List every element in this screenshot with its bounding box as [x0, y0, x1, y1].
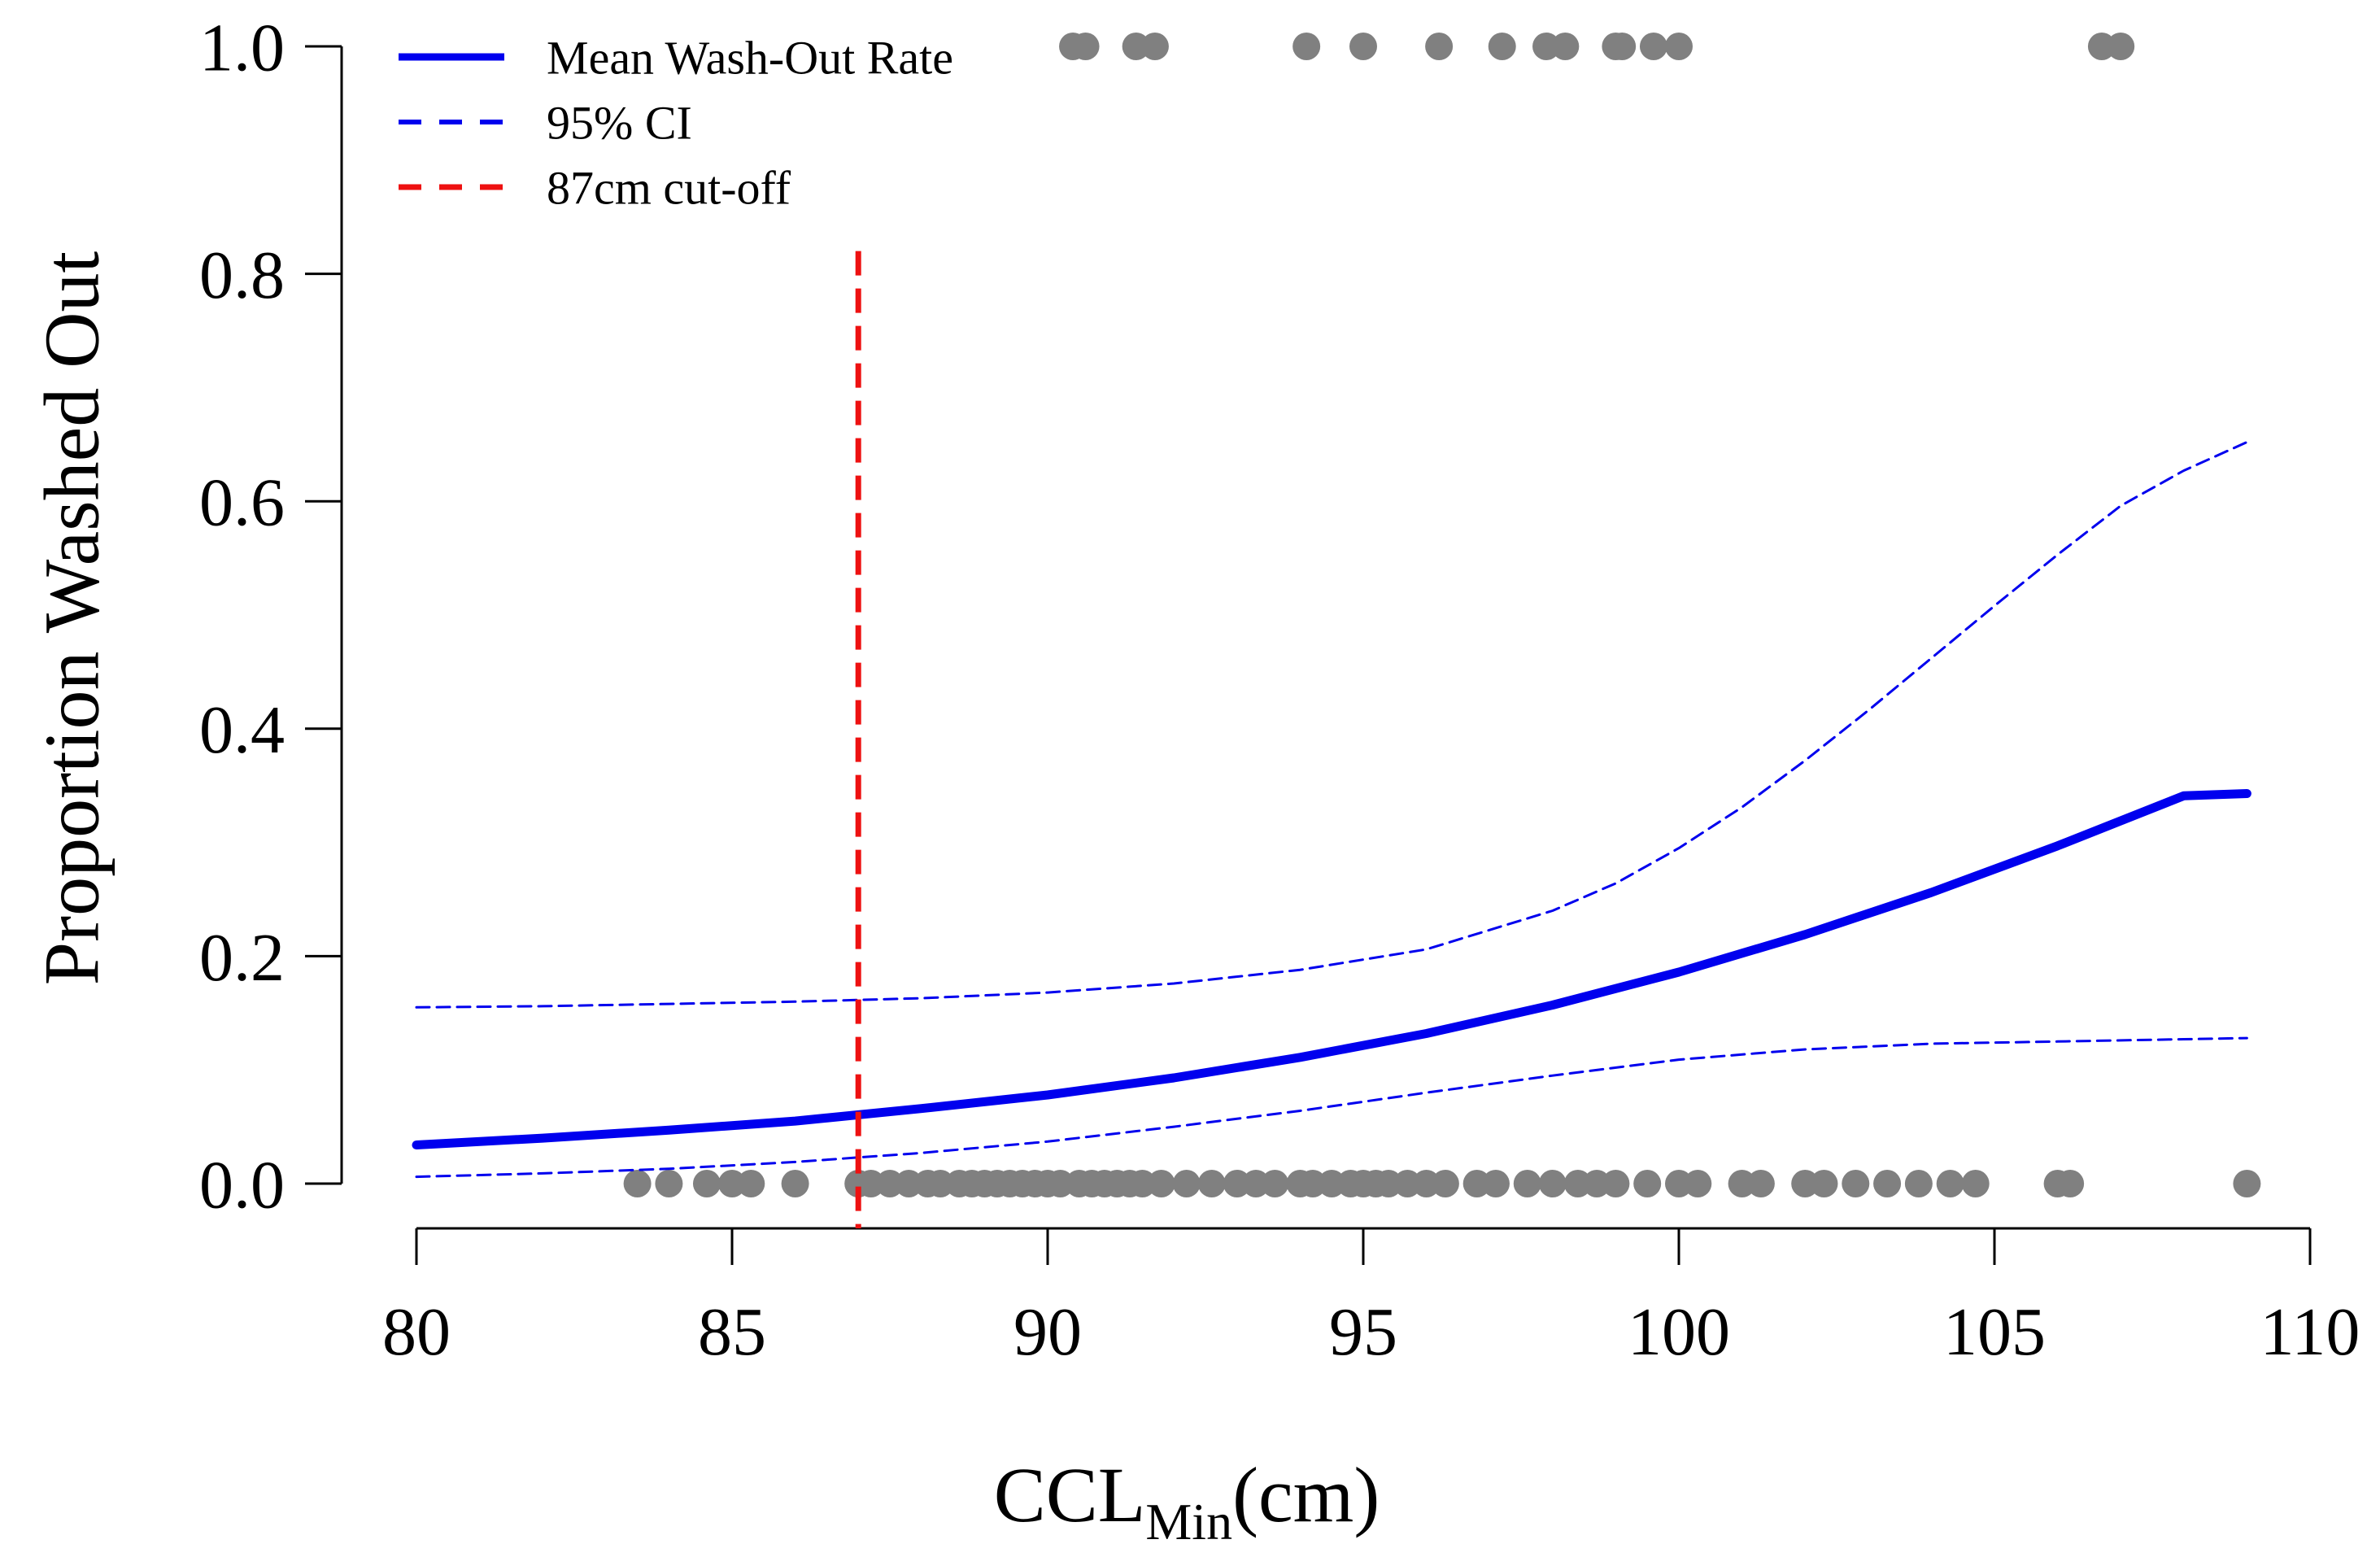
point-washed-out-4 [1292, 33, 1321, 60]
point-retained-39 [1375, 1170, 1403, 1197]
point-retained-49 [1602, 1170, 1630, 1197]
axes: 0.0 0.2 0.4 0.6 0.8 1.0 80 85 90 95 100 105 110 [199, 10, 2360, 1370]
legend-item-ci: 95% CI [399, 96, 692, 149]
point-retained-2 [692, 1170, 721, 1197]
point-retained-60 [1936, 1170, 1964, 1197]
point-retained-48 [1583, 1170, 1611, 1197]
y-tick-label-1: 0.2 [199, 920, 285, 996]
point-retained-41 [1412, 1170, 1441, 1197]
point-retained-31 [1242, 1170, 1271, 1197]
point-retained-0 [623, 1170, 652, 1197]
point-washed-out-5 [1349, 33, 1377, 60]
x-tick-label-2: 90 [1013, 1294, 1082, 1370]
point-retained-32 [1261, 1170, 1289, 1197]
legend: Mean Wash-Out Rate 95% CI 87cm cut-off [399, 31, 953, 214]
point-retained-43 [1462, 1170, 1491, 1197]
y-tick-label-5: 1.0 [199, 10, 285, 85]
legend-label-ci: 95% CI [547, 96, 692, 149]
point-retained-26 [1128, 1170, 1157, 1197]
point-retained-34 [1298, 1170, 1327, 1197]
point-washed-out-13 [1665, 33, 1693, 60]
y-tick-label-0: 0.0 [199, 1147, 285, 1223]
legend-label-cutoff: 87cm cut-off [547, 161, 791, 214]
point-retained-44 [1481, 1170, 1510, 1197]
point-retained-20 [1046, 1170, 1074, 1197]
point-retained-3 [718, 1170, 746, 1197]
point-retained-8 [876, 1170, 904, 1197]
point-retained-54 [1746, 1170, 1775, 1197]
point-retained-29 [1197, 1170, 1226, 1197]
point-retained-56 [1810, 1170, 1838, 1197]
point-retained-51 [1665, 1170, 1693, 1197]
x-axis-title: CCLMin(cm) [994, 1451, 1380, 1550]
point-washed-out-14 [2087, 33, 2116, 60]
x-tick-label-0: 80 [382, 1294, 451, 1370]
point-retained-50 [1633, 1170, 1662, 1197]
point-retained-58 [1873, 1170, 1902, 1197]
x-tick-label-4: 100 [1628, 1294, 1730, 1370]
model-lines [412, 251, 2251, 1228]
legend-label-mean: Mean Wash-Out Rate [547, 31, 953, 84]
point-washed-out-9 [1551, 33, 1580, 60]
y-axis-title: Proportion Washed Out [28, 251, 116, 985]
point-retained-64 [2233, 1170, 2261, 1197]
legend-item-cutoff: 87cm cut-off [399, 161, 791, 214]
point-retained-55 [1791, 1170, 1820, 1197]
point-washed-out-6 [1425, 33, 1454, 60]
x-axis-title-suffix: (cm) [1232, 1451, 1380, 1538]
point-retained-40 [1393, 1170, 1422, 1197]
point-retained-59 [1904, 1170, 1933, 1197]
observation-points [623, 33, 2261, 1197]
ci-upper-line [415, 441, 2248, 1009]
point-retained-27 [1147, 1170, 1175, 1197]
point-retained-53 [1728, 1170, 1756, 1197]
point-washed-out-8 [1532, 33, 1561, 60]
point-retained-45 [1513, 1170, 1541, 1197]
x-ticks: 80 85 90 95 100 105 110 [382, 1228, 2360, 1370]
point-retained-52 [1684, 1170, 1712, 1197]
point-retained-30 [1223, 1170, 1251, 1197]
x-tick-label-3: 95 [1329, 1294, 1397, 1370]
point-retained-11 [926, 1170, 955, 1197]
ci-lower-line [415, 1036, 2248, 1179]
point-retained-57 [1842, 1170, 1870, 1197]
point-retained-4 [737, 1170, 765, 1197]
point-retained-47 [1563, 1170, 1592, 1197]
point-retained-9 [895, 1170, 923, 1197]
point-washed-out-3 [1140, 33, 1169, 60]
point-retained-63 [2056, 1170, 2085, 1197]
point-retained-5 [781, 1170, 809, 1197]
point-washed-out-12 [1639, 33, 1667, 60]
point-retained-35 [1318, 1170, 1346, 1197]
point-retained-28 [1172, 1170, 1201, 1197]
point-retained-7 [857, 1170, 885, 1197]
y-ticks: 0.0 0.2 0.4 0.6 0.8 1.0 [199, 10, 342, 1223]
x-axis-title-main: CCL [994, 1451, 1146, 1538]
y-tick-label-4: 0.8 [199, 238, 285, 313]
point-washed-out-11 [1608, 33, 1637, 60]
point-washed-out-7 [1488, 33, 1516, 60]
point-washed-out-15 [2107, 33, 2135, 60]
x-tick-label-6: 110 [2260, 1294, 2360, 1370]
point-retained-46 [1538, 1170, 1567, 1197]
y-tick-label-3: 0.6 [199, 465, 285, 541]
point-washed-out-1 [1071, 33, 1100, 60]
x-axis-title-sub: Min [1145, 1493, 1232, 1550]
x-tick-label-5: 105 [1943, 1294, 2046, 1370]
point-retained-42 [1431, 1170, 1459, 1197]
y-tick-label-2: 0.4 [199, 692, 285, 768]
legend-item-mean: Mean Wash-Out Rate [399, 31, 953, 84]
point-retained-61 [1961, 1170, 1990, 1197]
point-retained-1 [655, 1170, 683, 1197]
mean-line [412, 789, 2251, 1149]
point-washed-out-2 [1122, 33, 1150, 60]
x-tick-label-1: 85 [698, 1294, 766, 1370]
